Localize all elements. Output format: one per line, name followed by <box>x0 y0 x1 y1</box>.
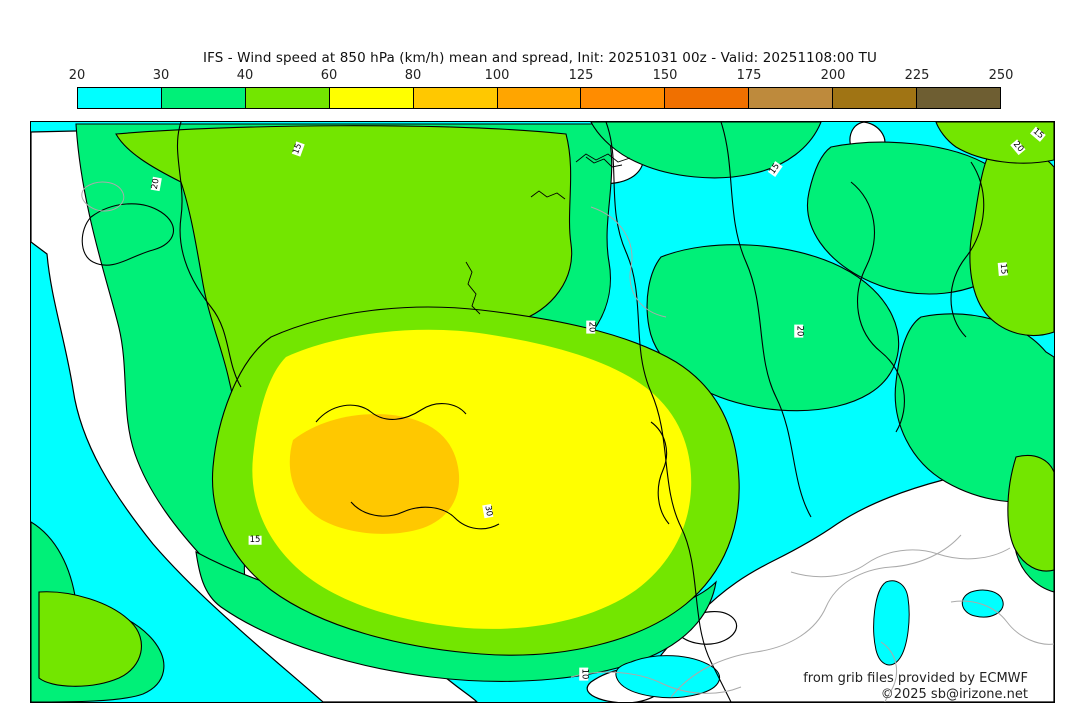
contour-label: 15 <box>997 262 1009 276</box>
colorbar-tick: 125 <box>568 68 594 83</box>
colorbar-tick: 100 <box>484 68 510 83</box>
attribution-source: from grib files provided by ECMWF <box>803 671 1028 686</box>
attribution-copyright: ©2025 sb@irizone.net <box>880 687 1028 702</box>
contour-label: 20 <box>794 324 805 338</box>
contour-lines <box>81 122 985 702</box>
contour-label: 20 <box>149 176 162 192</box>
colorbar-tick: 225 <box>904 68 930 83</box>
contour-label: 15 <box>767 161 783 177</box>
contour-label: 20 <box>586 320 597 334</box>
colorbar-tick: 20 <box>68 68 86 83</box>
colorbar-tick: 200 <box>820 68 846 83</box>
colorbar-ticks: 20 30 40 60 80 100 125 150 175 200 225 250 <box>69 68 1014 84</box>
contour-label: 15 <box>248 534 262 545</box>
weather-map-canvas <box>31 122 1054 702</box>
map-frame: 20 15 20 15 20 15 15 20 15 30 10 from grib files p… <box>30 121 1055 703</box>
colorbar-segment-200-225 <box>833 88 918 108</box>
colorbar-segment-20-30 <box>78 88 162 108</box>
colorbar-segment-125-150 <box>581 88 666 108</box>
colorbar-tick: 150 <box>652 68 678 83</box>
contour-label-layer: 20 15 20 15 20 15 15 20 15 30 10 <box>31 122 1054 702</box>
fill-yellow-60-80 <box>252 329 692 629</box>
contour-label: 15 <box>291 141 305 157</box>
colorbar-segment-40-60 <box>245 88 330 108</box>
colorbar-segment-175-200 <box>749 88 834 108</box>
fill-gold-80-100 <box>289 414 460 534</box>
colorbar <box>77 87 1001 109</box>
contour-label: 15 <box>1030 126 1046 142</box>
colorbar-segment-100-125 <box>497 88 582 108</box>
colorbar-segment-80-100 <box>413 88 498 108</box>
colorbar-segment-225-250 <box>917 88 1000 108</box>
contour-label: 20 <box>1010 139 1026 155</box>
colorbar-tick: 40 <box>236 68 254 83</box>
colorbar-tick: 60 <box>320 68 338 83</box>
contour-label: 30 <box>482 503 495 519</box>
chart-title: IFS - Wind speed at 850 hPa (km/h) mean … <box>203 50 877 66</box>
colorbar-tick: 175 <box>736 68 762 83</box>
colorbar-tick: 80 <box>404 68 422 83</box>
coastline-borders <box>81 181 1054 702</box>
colorbar-segment-30-40 <box>161 88 246 108</box>
colorbar-segment-60-80 <box>329 88 414 108</box>
contour-label: 10 <box>579 667 590 681</box>
fill-cyan-patches <box>615 580 1004 699</box>
colorbar-segment-150-175 <box>665 88 750 108</box>
colorbar-tick: 30 <box>152 68 170 83</box>
colorbar-tick: 250 <box>988 68 1014 83</box>
